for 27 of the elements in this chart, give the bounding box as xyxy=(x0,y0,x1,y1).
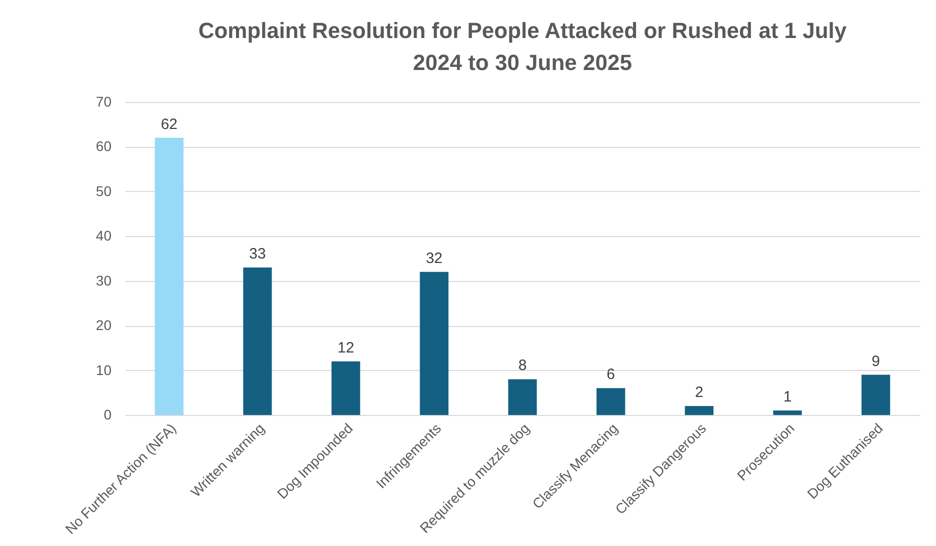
bar xyxy=(684,406,714,415)
y-tick-label: 70 xyxy=(96,94,112,110)
data-label: 2 xyxy=(694,384,704,402)
bar xyxy=(596,388,626,415)
y-tick-label: 30 xyxy=(96,272,112,288)
data-label: 32 xyxy=(426,250,443,267)
data-label: 9 xyxy=(872,352,880,370)
data-label: 6 xyxy=(606,366,616,384)
data-label: 12 xyxy=(337,339,354,356)
bar xyxy=(773,410,802,415)
bar xyxy=(332,361,360,415)
y-tick-label: 50 xyxy=(96,182,112,199)
data-label: 62 xyxy=(160,116,178,133)
data-label: 8 xyxy=(518,357,527,374)
y-tick-label: 60 xyxy=(96,138,112,154)
bar xyxy=(420,272,448,415)
bar xyxy=(862,374,890,415)
bar xyxy=(508,379,537,415)
data-label: 33 xyxy=(249,245,266,262)
chart-title: Complaint Resolution for People Attacked or Rushed at 1 July 2024 to 30 June 2025 xyxy=(198,18,848,75)
bar xyxy=(243,267,272,415)
y-tick-label: 0 xyxy=(104,406,112,422)
data-label: 1 xyxy=(783,388,792,406)
y-tick-label: 40 xyxy=(96,228,112,244)
bar xyxy=(154,138,184,415)
y-tick-label: 20 xyxy=(96,317,112,334)
y-tick-label: 10 xyxy=(96,362,112,378)
